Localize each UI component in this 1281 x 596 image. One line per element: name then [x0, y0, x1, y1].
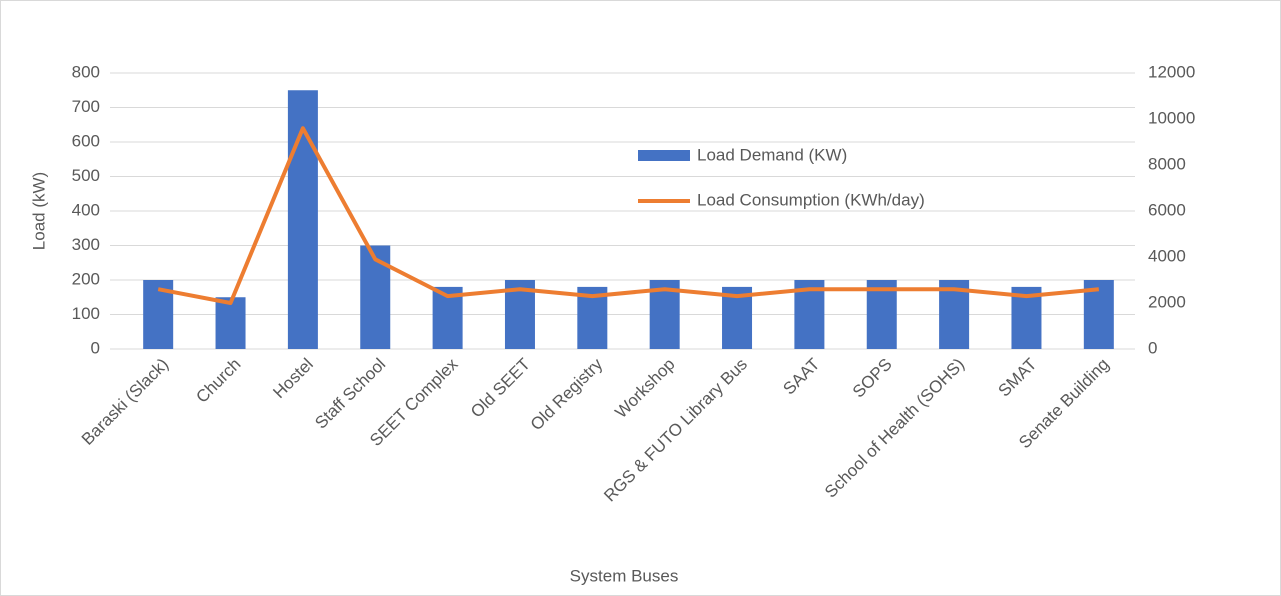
line — [157, 126, 1100, 305]
y-tick-label: 500 — [72, 166, 100, 185]
y-tick-label: 300 — [72, 235, 100, 254]
y-tick-label: 100 — [72, 304, 100, 323]
y2-tick-label: 12000 — [1148, 62, 1195, 81]
y2-tick-label: 2000 — [1148, 292, 1186, 311]
y-tick-label: 400 — [72, 200, 100, 219]
y2-tick-label: 8000 — [1148, 154, 1186, 173]
legend-swatch-bar — [638, 150, 690, 161]
bar — [866, 280, 897, 349]
y2-tick-label: 4000 — [1148, 246, 1186, 265]
y-tick-label: 200 — [72, 269, 100, 288]
y-axis-title: Load (kW) — [29, 172, 48, 250]
legend-label: Load Demand (KW) — [697, 145, 847, 164]
y2-tick-label: 10000 — [1148, 108, 1195, 127]
y-tick-label: 700 — [72, 97, 100, 116]
bar — [215, 297, 246, 349]
y-tick-label: 800 — [72, 62, 100, 81]
y2-tick-label: 0 — [1148, 338, 1157, 357]
legend-label: Load Consumption (KWh/day) — [697, 190, 925, 209]
y2-tick-label: 6000 — [1148, 200, 1186, 219]
y-tick-label: 600 — [72, 131, 100, 150]
y-tick-label: 0 — [91, 338, 100, 357]
x-axis-title: System Buses — [570, 566, 679, 585]
